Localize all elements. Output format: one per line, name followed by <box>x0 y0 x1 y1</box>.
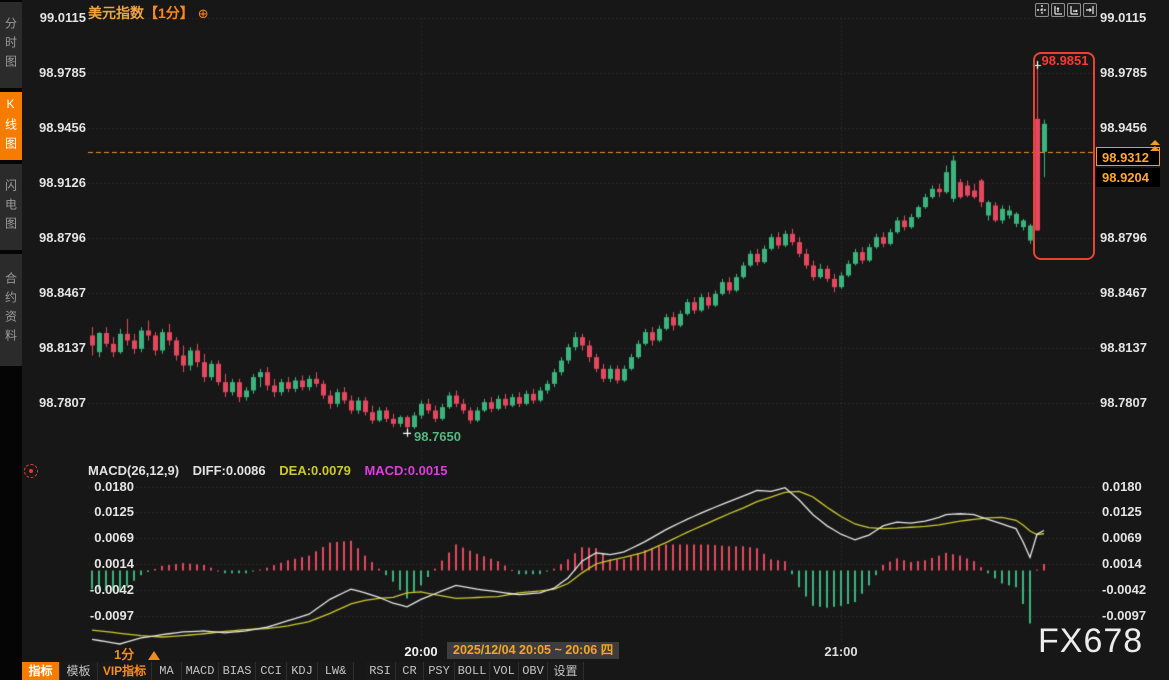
sidebar-item-3[interactable]: 合约资料 <box>0 254 22 366</box>
price-chart-canvas[interactable] <box>22 0 1169 662</box>
last-price-label: 98.9312 <box>1096 147 1160 166</box>
macd-title: MACD(26,12,9) <box>88 463 180 478</box>
toolbar-item-12[interactable]: PSY <box>424 662 455 680</box>
toolbar-item-0[interactable]: 指标 <box>22 662 60 680</box>
macd-tick-label: -0.0097 <box>1102 608 1147 623</box>
axis-fit-left-icon[interactable] <box>1051 3 1065 17</box>
candle-time-range-label: 2025/12/04 20:05 ~ 20:06 四 <box>447 642 620 659</box>
toolbar-item-15[interactable]: OBV <box>519 662 548 680</box>
sidebar-item-2[interactable]: 闪电图 <box>0 164 22 250</box>
add-indicator-icon[interactable]: ⊕ <box>197 6 209 21</box>
indicator-settings-icon[interactable] <box>24 464 38 478</box>
toolbar-item-8[interactable]: LW& <box>318 662 354 680</box>
toolbar-item-5[interactable]: BIAS <box>219 662 256 680</box>
price-tick-label: 99.0115 <box>39 10 86 25</box>
price-tick-label: 98.9456 <box>39 120 86 135</box>
toolbar-item-14[interactable]: VOL <box>490 662 519 680</box>
price-tick-label: 98.7807 <box>39 395 86 410</box>
period-tag: 【1分】 <box>144 5 194 21</box>
axis-fit-right-icon[interactable] <box>1067 3 1081 17</box>
toolbar-item-1[interactable]: 模板 <box>60 662 98 680</box>
toolbar-item-2[interactable]: VIP指标 <box>98 662 152 680</box>
price-tick-label: 98.9785 <box>39 65 86 80</box>
session-high-label: 98.9851 <box>1041 53 1089 68</box>
sidebar-item-1[interactable]: K线图 <box>0 92 22 160</box>
toolbar-spacer <box>354 662 365 680</box>
chevron-up-icon <box>148 651 161 660</box>
price-tick-label: 98.8467 <box>1100 285 1147 300</box>
goto-latest-icon[interactable] <box>1083 3 1097 17</box>
period-selector-label: 1分 <box>114 647 135 662</box>
chart-panel: 美元指数【1分】 ⊕ 99.0115 98.9785 98.9456 98.9126 98… <box>22 0 1169 680</box>
macd-tick-label: 0.0069 <box>94 530 134 545</box>
chart-tool-icons <box>1035 3 1097 17</box>
macd-dea-value: DEA:0.0079 <box>279 463 351 478</box>
price-tick-label: 98.9785 <box>1100 65 1147 80</box>
macd-tick-label: -0.0042 <box>89 582 134 597</box>
macd-tick-label: -0.0042 <box>1102 582 1147 597</box>
price-tick-label: 98.8796 <box>1100 230 1147 245</box>
prev-price-label: 98.9204 <box>1096 168 1160 187</box>
toolbar-item-11[interactable]: CR <box>396 662 424 680</box>
toolbar-item-10[interactable]: RSI <box>365 662 396 680</box>
sidebar-item-0[interactable]: 分时图 <box>0 2 22 88</box>
toolbar-item-16[interactable]: 设置 <box>548 662 584 680</box>
session-low-label: 98.7650 <box>414 429 461 444</box>
sidebar-item-label: 分时图 <box>3 16 18 74</box>
price-tick-label: 98.8137 <box>1100 340 1147 355</box>
toolbar-item-4[interactable]: MACD <box>182 662 219 680</box>
price-tick-label: 98.7807 <box>1100 395 1147 410</box>
macd-tick-label: -0.0097 <box>89 608 134 623</box>
toolbar-item-6[interactable]: CCI <box>256 662 287 680</box>
chart-type-sidebar: 分时图 K线图闪电图合约资料 <box>0 0 22 680</box>
macd-tick-label: 0.0180 <box>94 479 134 494</box>
price-tick-label: 98.8137 <box>39 340 86 355</box>
macd-tick-label: 0.0125 <box>1102 504 1142 519</box>
sidebar-item-label: K线图 <box>3 96 18 156</box>
sidebar-item-label: 闪电图 <box>3 178 18 236</box>
price-up-arrows-icon <box>1150 140 1160 152</box>
price-tick-label: 98.8467 <box>39 285 86 300</box>
indicator-toolbar: 指标 模板 VIP指标 MA MACD BIAS CCI KDJ LW& RSI CR PSY BOLL… <box>22 662 584 680</box>
pan-crosshair-icon[interactable] <box>1035 3 1049 17</box>
period-selector[interactable]: 1分 <box>114 644 161 663</box>
symbol-name: 美元指数 <box>88 5 144 21</box>
macd-tick-label: 0.0069 <box>1102 530 1142 545</box>
macd-tick-label: 0.0014 <box>94 556 134 571</box>
fx678-watermark: FX678 <box>1038 622 1144 660</box>
macd-diff-value: DIFF:0.0086 <box>192 463 266 478</box>
sidebar-item-label: 合约资料 <box>3 272 18 348</box>
chart-title: 美元指数【1分】 ⊕ <box>88 3 209 23</box>
price-tick-label: 98.9126 <box>39 175 86 190</box>
spike-highlight-box <box>1033 52 1095 260</box>
time-tick-2100: 21:00 <box>824 644 858 659</box>
toolbar-item-3[interactable]: MA <box>152 662 182 680</box>
price-tick-label: 98.9456 <box>1100 120 1147 135</box>
macd-tick-label: 0.0125 <box>94 504 134 519</box>
time-tick-2000: 20:00 <box>404 644 438 659</box>
toolbar-item-7[interactable]: KDJ <box>287 662 318 680</box>
price-tick-label: 98.8796 <box>39 230 86 245</box>
macd-header: MACD(26,12,9) DIFF:0.0086 DEA:0.0079 MAC… <box>88 463 448 478</box>
macd-macd-value: MACD:0.0015 <box>364 463 448 478</box>
macd-tick-label: 0.0180 <box>1102 479 1142 494</box>
toolbar-item-13[interactable]: BOLL <box>455 662 490 680</box>
macd-tick-label: 0.0014 <box>1102 556 1142 571</box>
price-tick-label: 99.0115 <box>1100 10 1147 25</box>
